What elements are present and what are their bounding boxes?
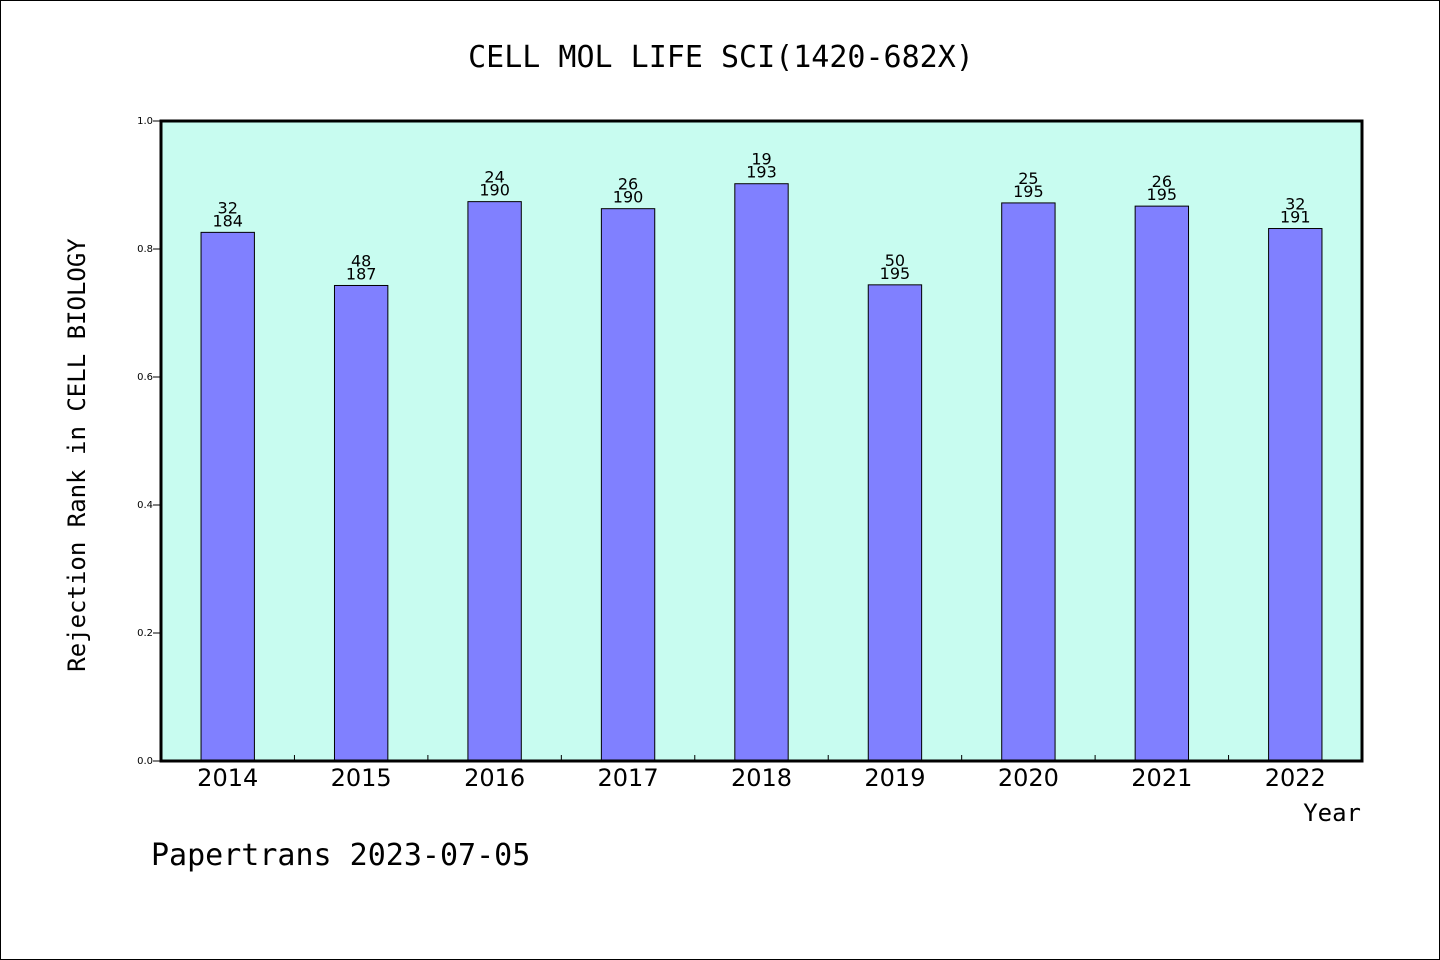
x-axis-label: Year (1303, 799, 1361, 827)
data-label-total: 190 (613, 188, 644, 207)
bar-2019 (867, 284, 923, 762)
data-label-total: 193 (746, 163, 777, 182)
bar-2018 (734, 183, 789, 762)
data-label-rank: 32 (218, 198, 238, 217)
data-label-total: 184 (212, 211, 243, 230)
data-label-total: 195 (1013, 182, 1044, 201)
y-tick-label: 1.0 (137, 116, 153, 127)
x-tick-label: 2015 (331, 764, 392, 792)
data-label-total: 190 (479, 181, 510, 200)
data-label-total: 187 (346, 264, 377, 283)
bar-series (200, 183, 1323, 762)
x-tick-label: 2020 (998, 764, 1059, 792)
y-tick-label: 0.4 (137, 500, 153, 511)
x-tick-label: 2022 (1265, 764, 1326, 792)
data-label-rank: 32 (1285, 195, 1305, 214)
y-tick-label: 0.2 (137, 628, 153, 639)
y-axis-label: Rejection Rank in CELL BIOLOGY (63, 238, 91, 672)
plot-border (159, 119, 1364, 763)
chart-title: CELL MOL LIFE SCI(1420-682X) (468, 40, 974, 75)
bar-2020 (1001, 202, 1056, 762)
data-label-rank: 19 (751, 150, 771, 169)
data-label-total: 195 (1147, 185, 1178, 204)
data-label-rank: 48 (351, 251, 371, 270)
bar-2015 (333, 284, 389, 762)
x-tick-label: 2016 (464, 764, 525, 792)
x-tick-label: 2014 (197, 764, 258, 792)
y-tick-label: 0.0 (137, 756, 153, 767)
y-tick-label: 0.6 (137, 372, 153, 383)
data-label-total: 195 (880, 264, 911, 283)
data-label-rank: 26 (1152, 172, 1172, 191)
x-tick-label: 2019 (864, 764, 925, 792)
bar-2021 (1134, 205, 1190, 762)
y-tick-label: 0.8 (137, 244, 153, 255)
data-label-rank: 25 (1018, 169, 1038, 188)
bar-2017 (600, 208, 656, 762)
footer-credit: Papertrans 2023-07-05 (151, 838, 530, 873)
data-label-total: 191 (1280, 208, 1311, 227)
bar-2016 (467, 201, 522, 762)
data-label-rank: 50 (885, 251, 905, 270)
x-axis-ticks: 2014 2015 2016 2017 2018 2019 2020 2021 2022 (197, 755, 1326, 792)
x-tick-label: 2017 (598, 764, 659, 792)
y-axis-ticks: 0.0 0.2 0.4 0.6 0.8 1.0 (137, 116, 161, 767)
data-label-rank: 26 (618, 175, 638, 194)
bar-2014 (200, 231, 255, 762)
data-label-rank: 24 (484, 168, 504, 187)
x-tick-label: 2021 (1131, 764, 1192, 792)
x-tick-label: 2018 (731, 764, 792, 792)
bar-2022 (1268, 228, 1323, 762)
